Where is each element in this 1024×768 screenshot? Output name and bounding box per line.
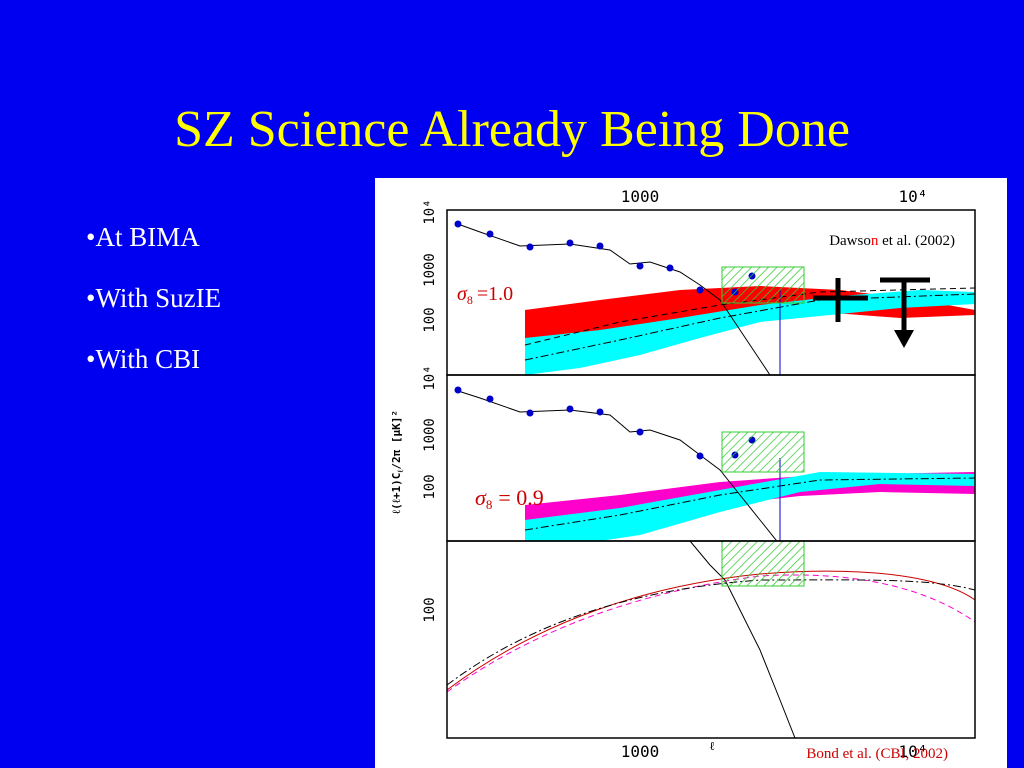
bullet: •With CBI <box>86 344 201 374</box>
slide-title: SZ Science Already Being Done <box>174 101 850 158</box>
bullet: •With SuzIE <box>86 283 222 313</box>
panel-2-plot <box>454 386 975 541</box>
y-label: 100 <box>422 307 438 332</box>
limit-markers <box>813 277 930 335</box>
figure-background <box>375 178 1007 768</box>
bullet-list: •At BIMA •With SuzIE •With CBI <box>86 222 221 405</box>
top-axis-label: 1000 <box>621 187 660 206</box>
panel-frames <box>446 209 976 739</box>
x-axis-label: 10⁴ <box>899 742 928 761</box>
sigma8-annotation: σ8 =1.0 <box>457 283 513 307</box>
credit-bottom: Bond et al. (CBI, 2002) <box>806 746 948 762</box>
y-label: 100 <box>422 597 438 622</box>
credit-top: Dawson et al. (2002) <box>829 233 955 249</box>
top-axis-label: 10⁴ <box>899 187 928 206</box>
y-axis-title: ℓ(ℓ+1)Cℓ/2π [μK]² <box>390 410 405 514</box>
y-label: 100 <box>422 474 438 499</box>
sigma8-annotation: σ8 = 0.9 <box>475 485 544 512</box>
y-label: 10⁴ <box>422 199 438 224</box>
y-label: 1000 <box>422 418 438 452</box>
bullet: •At BIMA <box>86 222 200 252</box>
x-axis-title: ℓ <box>709 739 715 753</box>
x-axis-label: 1000 <box>621 742 660 761</box>
y-label: 10⁴ <box>422 365 438 390</box>
panel-3-plot <box>447 541 975 738</box>
y-label: 1000 <box>422 253 438 287</box>
